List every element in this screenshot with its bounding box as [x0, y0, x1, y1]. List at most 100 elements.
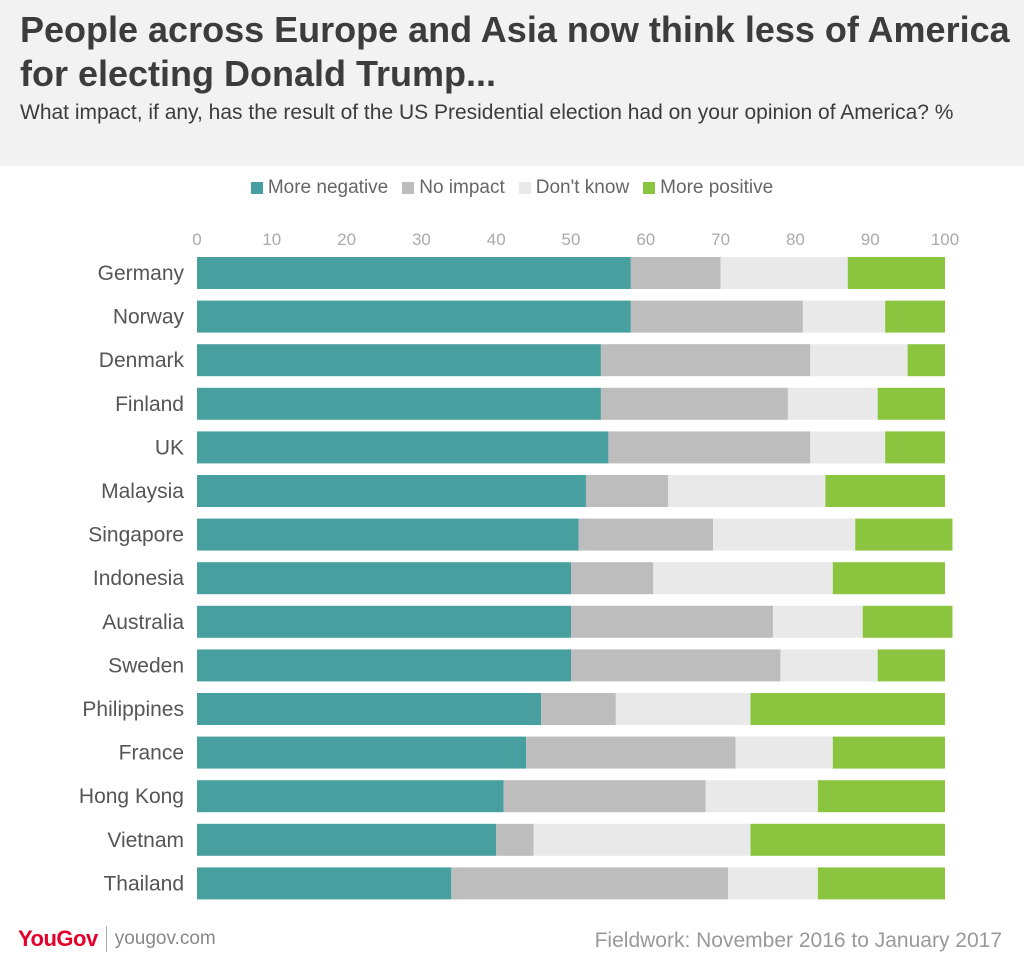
bar-indonesia-no-impact [571, 562, 654, 595]
category-label-finland: Finland [115, 393, 184, 416]
category-label-sweden: Sweden [108, 654, 184, 677]
category-label-thailand: Thailand [103, 872, 184, 895]
x-tick-label-90: 90 [861, 230, 880, 249]
bar-malaysia-more-negative [197, 475, 586, 507]
bar-singapore-more-positive [855, 518, 953, 551]
chart-legend: More negative No impact Don't know More … [0, 174, 1024, 202]
legend-swatch-dont-know [518, 182, 531, 194]
bar-philippines-no-impact [541, 693, 616, 725]
bar-denmark-more-positive [907, 344, 945, 377]
legend-swatch-more-positive [643, 182, 656, 194]
brand-divider [105, 926, 107, 952]
yougov-logo: YouGov [18, 926, 98, 951]
bar-malaysia-don-t-know [668, 475, 826, 507]
bar-norway-don-t-know [802, 300, 886, 333]
legend-label-more-negative: More negative [267, 177, 389, 198]
category-label-france: France [119, 742, 184, 765]
x-tick-label-0: 0 [192, 230, 201, 249]
bar-uk-don-t-know [810, 431, 886, 464]
bar-thailand-more-positive [817, 867, 945, 900]
bar-indonesia-more-positive [832, 562, 945, 595]
category-label-australia: Australia [102, 611, 184, 634]
bar-hong-kong-more-negative [197, 780, 504, 813]
x-tick-label-40: 40 [487, 230, 506, 249]
footer-brand: YouGov yougov.com [18, 926, 216, 952]
bar-singapore-don-t-know [713, 518, 856, 551]
bar-sweden-more-negative [197, 649, 571, 682]
bar-finland-don-t-know [787, 387, 878, 420]
bar-uk-no-impact [608, 431, 811, 464]
bar-hong-kong-don-t-know [705, 780, 818, 813]
legend-swatch-more-negative [250, 182, 263, 194]
bar-germany-no-impact [630, 257, 721, 289]
x-tick-label-60: 60 [636, 230, 655, 249]
chart-subtitle: What impact, if any, has the result of t… [20, 101, 954, 124]
bar-vietnam-more-negative [197, 823, 497, 856]
fieldwork-note: Fieldwork: November 2016 to January 2017 [594, 929, 1002, 952]
bar-france-more-positive [832, 736, 945, 769]
bar-australia-more-negative [197, 605, 571, 638]
x-tick-label-70: 70 [711, 230, 730, 249]
x-tick-label-30: 30 [412, 230, 431, 249]
bar-australia-no-impact [571, 605, 773, 638]
bar-uk-more-negative [197, 431, 609, 464]
bar-uk-more-positive [885, 431, 945, 464]
x-tick-label-100: 100 [931, 230, 959, 249]
x-tick-label-50: 50 [562, 230, 581, 249]
bar-thailand-more-negative [197, 867, 452, 900]
bar-france-more-negative [197, 736, 527, 769]
bar-hong-kong-no-impact [503, 780, 706, 813]
x-tick-label-80: 80 [786, 230, 805, 249]
bar-indonesia-don-t-know [653, 562, 833, 595]
brand-url: yougov.com [114, 928, 216, 949]
bar-philippines-don-t-know [615, 693, 751, 725]
chart-title: People across Europe and Asia now think … [20, 9, 1010, 94]
bar-australia-more-positive [862, 605, 953, 638]
legend-item-no-impact: No impact [402, 177, 505, 199]
legend-swatch-no-impact [402, 182, 415, 194]
category-label-indonesia: Indonesia [93, 567, 184, 590]
bar-australia-don-t-know [772, 605, 863, 638]
x-tick-label-10: 10 [262, 230, 281, 249]
category-label-hong-kong: Hong Kong [79, 785, 184, 808]
bar-sweden-don-t-know [780, 649, 878, 682]
bar-philippines-more-positive [750, 693, 945, 725]
bar-thailand-no-impact [451, 867, 729, 900]
bar-philippines-more-negative [197, 693, 542, 725]
bar-norway-no-impact [630, 300, 803, 333]
category-label-norway: Norway [113, 306, 185, 329]
bar-france-don-t-know [735, 736, 833, 769]
bar-france-no-impact [526, 736, 736, 769]
bar-vietnam-more-positive [750, 823, 945, 856]
legend-item-dont-know: Don't know [518, 177, 630, 199]
bar-finland-more-negative [197, 387, 601, 420]
bar-singapore-no-impact [578, 518, 714, 551]
bar-thailand-don-t-know [728, 867, 818, 900]
bar-denmark-more-negative [197, 344, 601, 377]
legend-label-no-impact: No impact [419, 177, 505, 198]
bar-norway-more-positive [885, 300, 945, 333]
category-label-vietnam: Vietnam [107, 829, 184, 852]
bar-hong-kong-more-positive [817, 780, 945, 813]
legend-item-more-positive: More positive [643, 177, 773, 199]
bar-indonesia-more-negative [197, 562, 571, 595]
category-label-singapore: Singapore [88, 524, 184, 547]
category-label-philippines: Philippines [82, 698, 184, 721]
category-label-germany: Germany [98, 262, 185, 285]
bar-vietnam-don-t-know [533, 823, 751, 856]
bar-norway-more-negative [197, 300, 631, 333]
bar-denmark-don-t-know [810, 344, 908, 377]
category-label-malaysia: Malaysia [101, 480, 184, 503]
bar-germany-more-negative [197, 257, 631, 289]
header-panel: People across Europe and Asia now think … [0, 0, 1024, 166]
x-tick-label-20: 20 [337, 230, 356, 249]
category-label-uk: UK [155, 436, 184, 459]
legend-item-more-negative: More negative [250, 177, 389, 199]
bar-vietnam-no-impact [496, 823, 534, 856]
bar-singapore-more-negative [197, 518, 579, 551]
bar-malaysia-no-impact [585, 475, 669, 507]
bar-finland-no-impact [600, 387, 788, 420]
legend-label-dont-know: Don't know [535, 177, 630, 198]
bar-sweden-no-impact [571, 649, 781, 682]
